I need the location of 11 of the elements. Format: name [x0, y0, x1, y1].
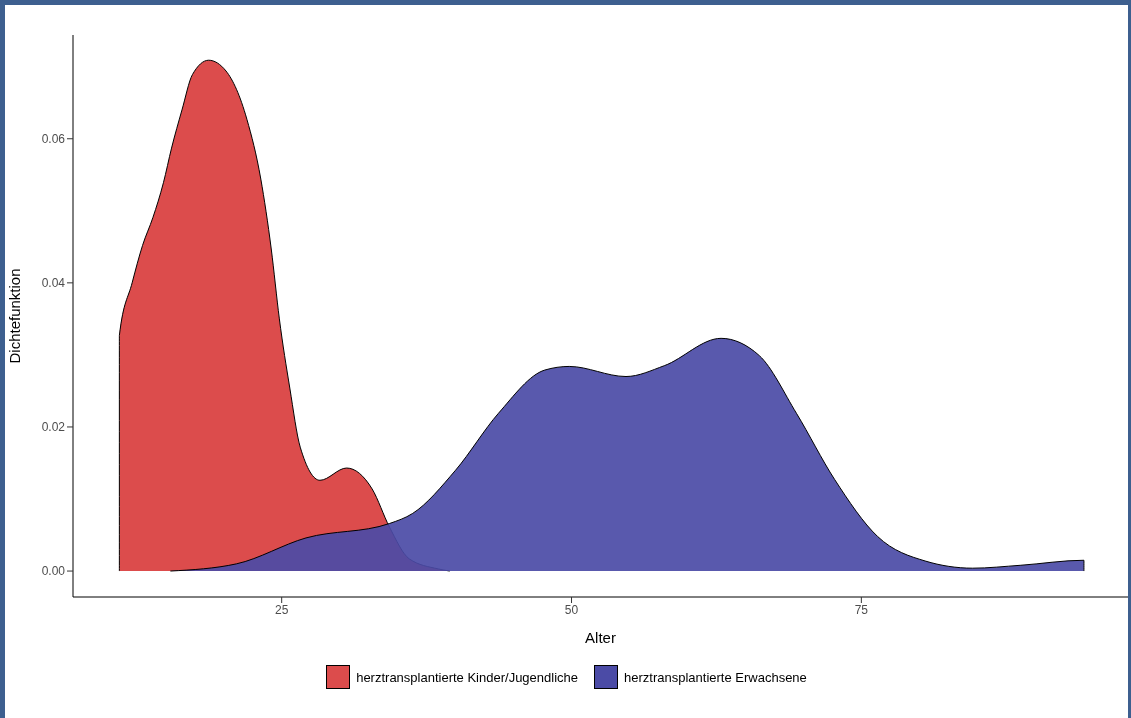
- y-tick-label: 0.04: [41, 276, 66, 291]
- legend-label: herztransplantierte Kinder/Jugendliche: [356, 669, 579, 685]
- x-tick-label: 50: [564, 602, 579, 617]
- legend-label: herztransplantierte Erwachsene: [624, 669, 807, 685]
- x-tick-label: 25: [275, 602, 289, 617]
- y-axis-title: Dichtefunktion: [6, 268, 24, 364]
- y-tick-label: 0.02: [41, 420, 66, 435]
- x-tick-label: 75: [854, 602, 869, 617]
- y-tick-label: 0.00: [41, 564, 66, 579]
- y-tick-label: 0.06: [41, 132, 66, 147]
- x-axis-title: Alter: [585, 629, 616, 646]
